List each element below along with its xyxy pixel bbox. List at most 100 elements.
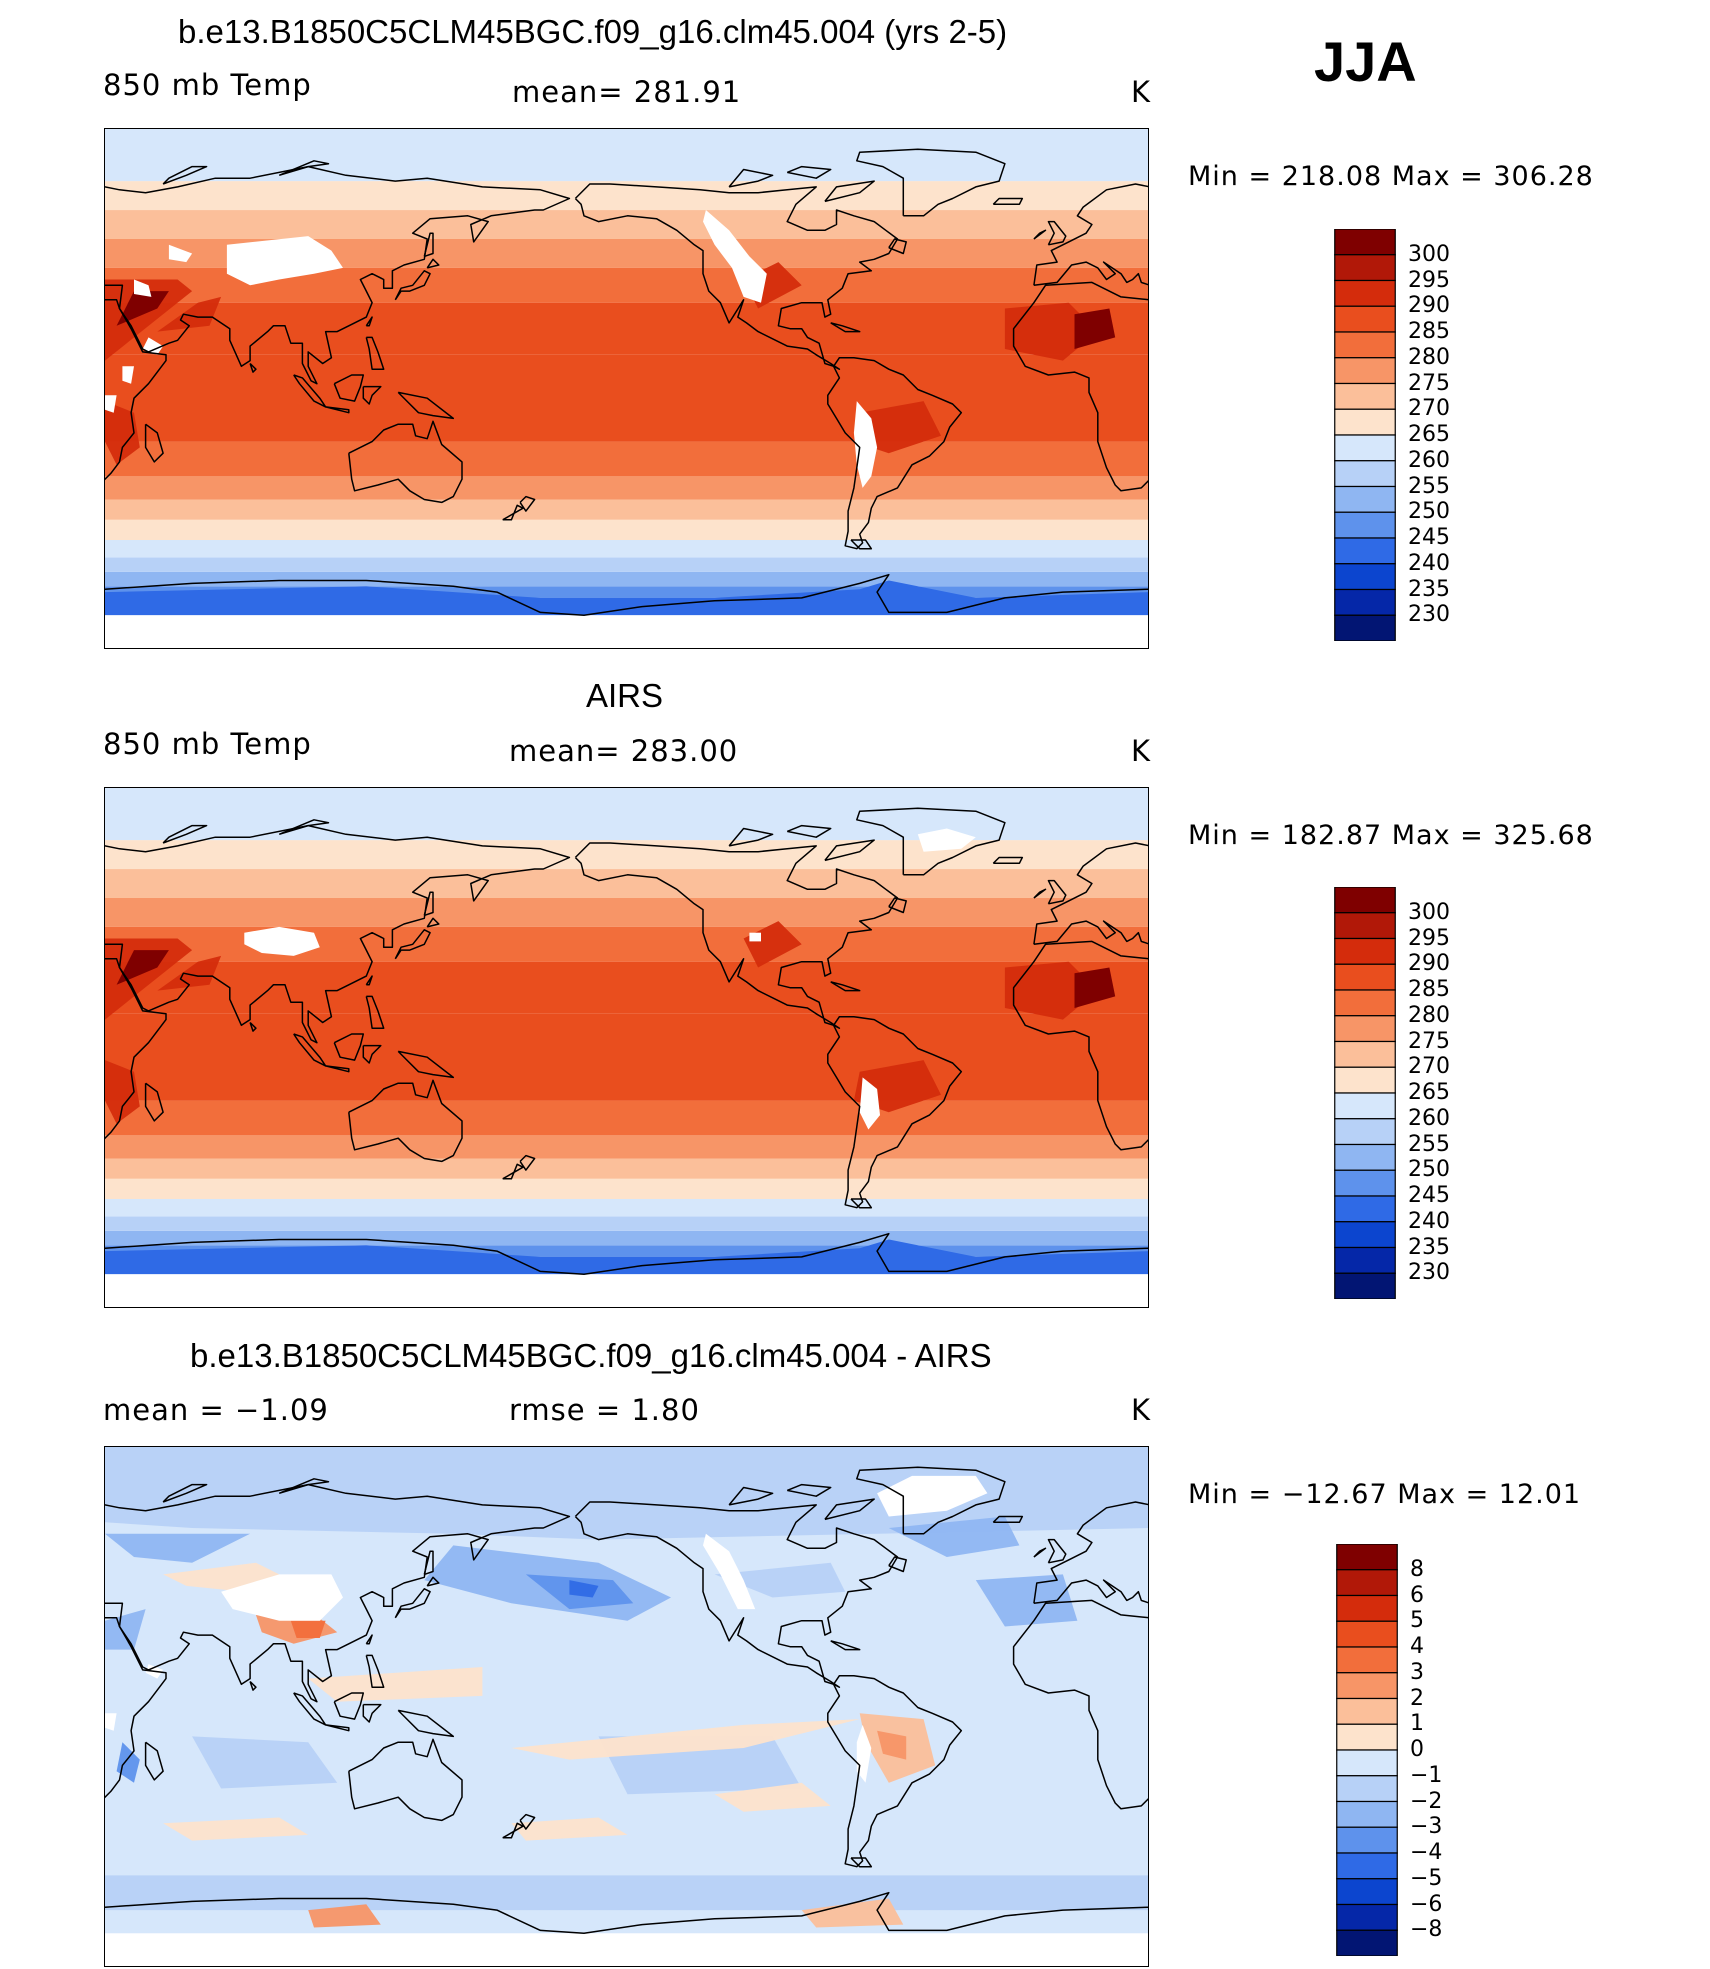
panel3-warm-region [714, 1782, 831, 1812]
panel1-colorbar-swatch [1334, 408, 1396, 436]
panel2-colorbar-level-label: 230 [1408, 1260, 1450, 1286]
panel3-coastline [333, 1692, 365, 1720]
panel1-colorbar-swatch [1334, 382, 1396, 410]
panel1-coastline [888, 238, 907, 255]
panel2-map [104, 787, 1149, 1308]
panel3-coastline [502, 1822, 524, 1839]
panel1-missing-mask [853, 401, 878, 488]
panel2-coastline [397, 1050, 455, 1079]
panel3-colorbar-swatch [1336, 1723, 1398, 1751]
panel3-coastline [728, 1486, 774, 1506]
panel3-colorbar-level-label: −3 [1410, 1814, 1443, 1840]
panel3-missing-mask [877, 1475, 988, 1517]
panel3-cold-region [105, 1533, 251, 1563]
panel2-coastline [249, 1021, 257, 1032]
panel1-contour-bands [105, 129, 1148, 648]
panel3-contour-bands [105, 1447, 1148, 1966]
panel3-missing-mask [703, 1533, 756, 1610]
panel2-coastline [824, 839, 875, 862]
panel2-band [105, 1135, 1148, 1159]
panel2-hottest-region [116, 950, 169, 985]
panel2-contour-bands [105, 788, 1148, 1307]
panel2-coastline [856, 807, 1006, 876]
panel3-cold-region [105, 1447, 1148, 1540]
panel3-warm-region [511, 1817, 628, 1841]
panel3-cold-region [888, 1516, 1020, 1557]
panel3-coastline [786, 1483, 832, 1497]
panel3-coastline [992, 1515, 1024, 1524]
panel3-colorbar-swatch [1336, 1697, 1398, 1725]
panel1-coastline [394, 270, 431, 301]
panel2-colorbar-level-label: 295 [1408, 925, 1450, 951]
panel1-coastline [105, 165, 571, 385]
panel3-colorbar-level-label: −1 [1410, 1762, 1443, 1788]
panel3-map [104, 1446, 1149, 1967]
panel2-colorbar-swatch [1334, 1143, 1396, 1171]
panel2-colorbar-swatch [1334, 1015, 1396, 1043]
panel2-coastline [325, 1065, 350, 1073]
panel2-band [105, 897, 1148, 927]
panel2-colorbar-level-label: 260 [1408, 1105, 1450, 1131]
panel3-coastline [830, 1640, 861, 1651]
panel2-coastline [105, 1232, 1148, 1276]
panel1-colorbar-swatch [1334, 563, 1396, 591]
panel3-cold-region [105, 1609, 146, 1650]
panel1-coastline [574, 183, 899, 370]
panel3-colorbar-level-label: 8 [1410, 1556, 1424, 1582]
panel3-warm-region [308, 1904, 381, 1928]
panel2-colorbar-level-label: 235 [1408, 1234, 1450, 1260]
panel2-mean-label: mean= 283.00 [509, 734, 739, 768]
panel2-antarctic-cold [105, 1239, 1148, 1275]
panel3-cold-region [975, 1574, 1078, 1627]
panel2-colorbar-swatch [1334, 1118, 1396, 1146]
panel1-coastline [827, 356, 963, 550]
panel3-coastline [162, 1483, 208, 1503]
panel1-coastline [397, 391, 455, 420]
panel3-warm-region [877, 1730, 907, 1760]
panel1-coastline [992, 197, 1024, 206]
panel1-coastline [325, 406, 350, 414]
panel1-colorbar-swatch [1334, 357, 1396, 385]
panel3-coastline [888, 1556, 907, 1573]
panel1-band [105, 499, 1148, 520]
panel1-colorbar-level-label: 245 [1408, 525, 1450, 550]
panel2-hottest-region [1074, 967, 1116, 1008]
panel2-band [105, 1158, 1148, 1179]
panel1-coastline [162, 165, 208, 185]
panel2-colorbar-level-label: 280 [1408, 1002, 1450, 1028]
panel1-band [105, 354, 1148, 442]
panel1-band [105, 519, 1148, 541]
panel2-band [105, 840, 1148, 870]
panel1-coastline [1012, 281, 1148, 492]
panel1-colorbar-level-label: 300 [1408, 241, 1450, 267]
panel2-coastline [574, 842, 899, 1029]
panel1-coastline [728, 168, 774, 188]
panel3-warm-region [163, 1817, 309, 1841]
panel3-coastline [348, 1738, 463, 1822]
panel1-coastline [426, 258, 440, 269]
panel3-coastlines [105, 1466, 1148, 1935]
panel3-rmse-label: rmse = 1.80 [509, 1393, 700, 1427]
panel2-colorbar-level-label: 270 [1408, 1054, 1450, 1080]
panel2-band [105, 1230, 1148, 1246]
panel1-colorbar-level-label: 260 [1408, 447, 1450, 473]
panel2-coastlines [105, 807, 1148, 1276]
panel3-warm-region [290, 1620, 326, 1638]
panel2-coastline [162, 824, 208, 844]
panel3-antarctic-missing [105, 1933, 1148, 1966]
panel1-missing-mask [226, 236, 343, 286]
panel3-colorbar-swatch [1336, 1852, 1398, 1880]
panel2-coastline [1033, 888, 1047, 899]
panel2-colorbar-level-label: 240 [1408, 1208, 1450, 1234]
panel1-colorbar-swatch [1334, 485, 1396, 513]
panel2-missing-mask [859, 1077, 880, 1130]
panel1-coastline [519, 495, 536, 512]
panel3-minmax: Min = −12.67 Max = 12.01 [1188, 1479, 1582, 1510]
panel1-colorbar-swatch [1334, 229, 1396, 256]
panel3-warm-region [801, 1898, 904, 1928]
panel2-coastline [333, 1033, 365, 1061]
panel3-coastline [397, 1709, 455, 1738]
panel1-colorbar-level-label: 240 [1408, 550, 1450, 576]
panel2-colorbar-level-label: 275 [1408, 1028, 1450, 1054]
panel2-coastline [850, 1198, 873, 1209]
